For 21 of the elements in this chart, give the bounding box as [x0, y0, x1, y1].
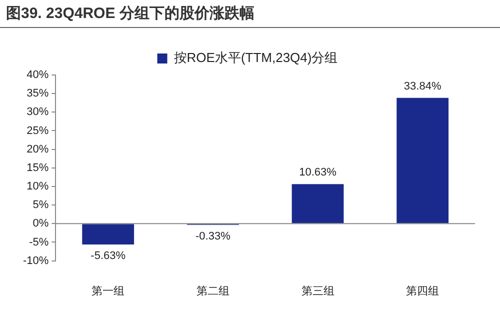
- x-tick-label: 第一组: [92, 285, 125, 298]
- data-label: 10.63%: [299, 166, 337, 179]
- legend-label: 按ROE水平(TTM,23Q4)分组: [174, 50, 338, 66]
- y-tick-label: 15%: [26, 162, 49, 174]
- y-tick-label: 0%: [32, 218, 49, 230]
- y-tick-label: 30%: [26, 106, 49, 118]
- y-tick-label: 20%: [26, 143, 49, 156]
- x-tick-label: 第二组: [196, 285, 230, 298]
- x-tick-label: 第四组: [406, 285, 440, 298]
- data-label: 33.84%: [404, 80, 442, 92]
- y-tick-label: 10%: [26, 180, 49, 193]
- data-label: -5.63%: [90, 250, 126, 262]
- y-tick-label: 5%: [32, 199, 49, 212]
- chart-title: 图39. 23Q4ROE 分组下的股价涨跌幅: [0, 0, 500, 28]
- y-tick-label: 35%: [26, 88, 49, 100]
- data-label: -0.33%: [195, 230, 231, 242]
- y-tick-label: 40%: [26, 69, 49, 82]
- y-tick-label: -5%: [29, 236, 49, 248]
- y-tick-label: -10%: [22, 254, 49, 267]
- x-tick-label: 第三组: [301, 285, 334, 298]
- y-tick-label: 25%: [26, 124, 49, 137]
